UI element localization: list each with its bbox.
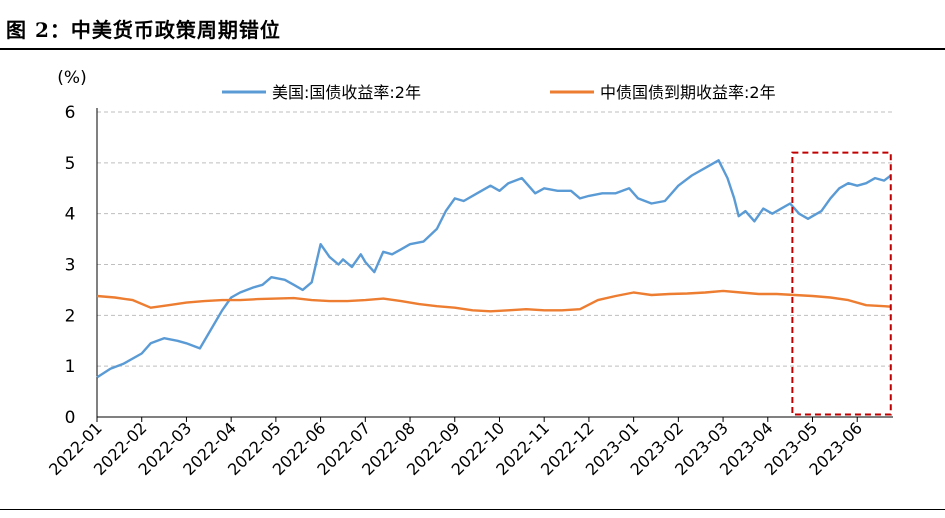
title-divider (0, 48, 945, 50)
chart-title: 图 2：中美货币政策周期错位 (6, 18, 281, 42)
x-axis-ticks: 2022-012022-022022-032022-042022-052022-… (45, 417, 866, 479)
y-tick-label: 4 (65, 205, 76, 225)
bottom-divider (0, 509, 945, 510)
legend-label-2: 中债国债到期收益率:2年 (600, 83, 776, 102)
grid-lines (97, 111, 893, 367)
legend-label-1: 美国:国债收益率:2年 (272, 83, 421, 102)
highlight-rect (791, 151, 892, 416)
y-tick-label: 1 (65, 357, 76, 377)
y-tick-label: 0 (65, 408, 76, 428)
title-bar: 图 2：中美货币政策周期错位 (0, 0, 945, 46)
y-axis-ticks: 0 1 2 3 4 5 6 (65, 103, 76, 428)
y-tick-label: 2 (65, 306, 76, 326)
series-line-1 (96, 159, 892, 379)
y-tick-label: 6 (65, 103, 76, 123)
series-line-2 (96, 289, 891, 313)
legend: 美国:国债收益率:2年 中债国债到期收益率:2年 (222, 83, 776, 102)
y-tick-label: 5 (65, 154, 76, 174)
y-tick-label: 3 (65, 256, 76, 276)
y-axis-label: (%) (57, 68, 86, 88)
series-lines (96, 159, 892, 379)
axes (96, 108, 893, 418)
highlight-box (791, 151, 892, 416)
